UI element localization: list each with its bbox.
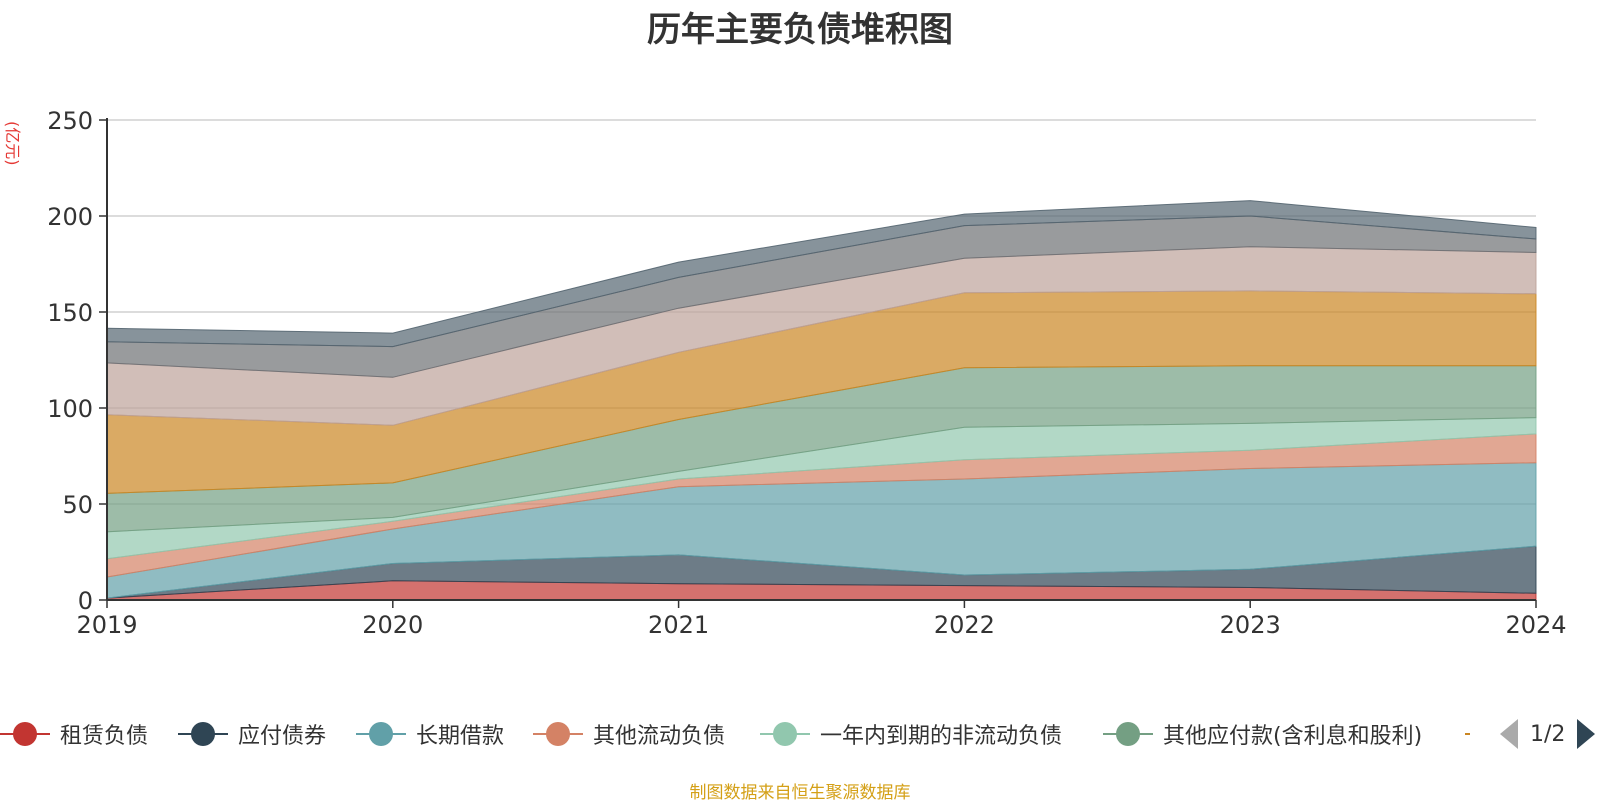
legend-next-page-icon[interactable] bbox=[1577, 719, 1596, 749]
legend-marker-icon bbox=[1103, 721, 1153, 747]
chart-title: 历年主要负债堆积图 bbox=[647, 10, 953, 50]
legend: 租赁负债 应付债券 长期借款 其他流动负债 一年内到期的非流动负债 其他应付款(含利息和股… bbox=[0, 712, 1470, 756]
legend-item[interactable]: 其他流动负债 bbox=[533, 712, 725, 756]
legend-label: 其他应付款(含利息和股利) bbox=[1163, 724, 1423, 749]
legend-marker-icon bbox=[356, 721, 406, 747]
legend-item[interactable]: 一年内到期的非流动负债 bbox=[760, 712, 1062, 756]
legend-label: 长期借款 bbox=[416, 724, 505, 749]
legend-item[interactable]: 应付债券 bbox=[178, 712, 326, 756]
y-tick-label: 100 bbox=[47, 395, 93, 423]
legend-marker-icon bbox=[533, 721, 583, 747]
legend-marker-icon bbox=[0, 721, 50, 747]
y-tick-label: 200 bbox=[47, 203, 93, 231]
legend-item[interactable]: 租赁负债 bbox=[0, 712, 148, 756]
legend-label: 应付债券 bbox=[238, 724, 327, 749]
x-tick-label: 2019 bbox=[76, 611, 137, 639]
legend-label: 其他流动负债 bbox=[593, 724, 726, 749]
y-tick-label: 0 bbox=[78, 587, 93, 615]
legend-page-indicator: 1/2 bbox=[1530, 721, 1566, 747]
y-axis-unit-label: (亿元) bbox=[3, 121, 22, 166]
legend-item[interactable]: 其他应付款(含利息和股利) bbox=[1103, 712, 1422, 756]
legend-item[interactable]: 长期借款 bbox=[356, 712, 504, 756]
x-tick-label: 2023 bbox=[1220, 611, 1281, 639]
legend-marker-icon bbox=[760, 721, 810, 747]
x-tick-label: 2020 bbox=[362, 611, 423, 639]
x-tick-label: 2024 bbox=[1505, 611, 1566, 639]
area-series-10[interactable] bbox=[106, 200, 1537, 348]
legend-prev-page-icon[interactable] bbox=[1500, 719, 1518, 749]
area-series-layer bbox=[106, 200, 1537, 601]
legend-item[interactable] bbox=[1465, 712, 1470, 756]
y-tick-label: 150 bbox=[47, 299, 93, 327]
y-tick-label: 50 bbox=[62, 491, 93, 519]
data-source-footer: 制图数据来自恒生聚源数据库 bbox=[689, 783, 911, 803]
axes: 0 50 100 150 200 250 2019 2020 2021 2022 2023 2024 bbox=[47, 107, 1566, 639]
x-tick-label: 2022 bbox=[934, 611, 995, 639]
legend-label: 租赁负债 bbox=[60, 724, 149, 749]
legend-label: 一年内到期的非流动负债 bbox=[820, 724, 1063, 749]
legend-marker-icon bbox=[1465, 721, 1470, 747]
x-tick-label: 2021 bbox=[648, 611, 709, 639]
legend-marker-icon bbox=[178, 721, 228, 747]
legend-pager: 1/2 bbox=[1500, 716, 1600, 752]
y-tick-label: 250 bbox=[47, 107, 93, 135]
